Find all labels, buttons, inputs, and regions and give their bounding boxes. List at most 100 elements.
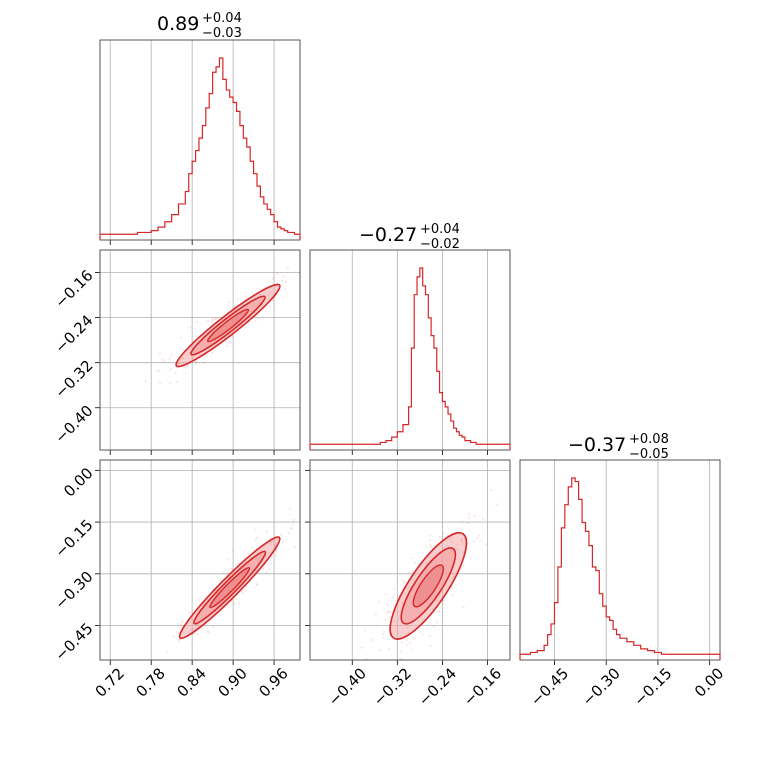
scatter-point xyxy=(254,528,257,531)
scatter-point xyxy=(213,348,216,351)
scatter-point xyxy=(195,362,198,365)
x-tick-label: −0.15 xyxy=(630,664,675,709)
y-tick-label: −0.16 xyxy=(51,266,96,311)
scatter-point xyxy=(387,617,390,620)
y-tick-label: −0.15 xyxy=(51,516,96,561)
scatter-point xyxy=(244,295,247,298)
scatter-point xyxy=(263,286,267,289)
title-value-2: −0.37 xyxy=(568,434,626,456)
scatter-point xyxy=(383,618,386,622)
scatter-point xyxy=(467,516,470,520)
scatter-point xyxy=(145,380,148,383)
scatter-point xyxy=(241,592,244,595)
scatter-point xyxy=(422,633,425,636)
scatter-point xyxy=(241,590,244,593)
scatter-point xyxy=(184,366,187,369)
scatter-point xyxy=(174,372,177,375)
scatter-point xyxy=(284,288,287,291)
scatter-point xyxy=(391,602,394,605)
scatter-density-group xyxy=(165,507,296,653)
scatter-point xyxy=(414,561,417,565)
x-tick-label: −0.30 xyxy=(579,664,624,709)
scatter-point xyxy=(495,503,498,506)
scatter-point xyxy=(419,630,422,634)
x-tick-label: 0.90 xyxy=(214,664,250,700)
scatter-point xyxy=(238,601,241,605)
hist-step-series xyxy=(519,477,721,660)
x-tick-label: 0.96 xyxy=(255,664,291,700)
x-tick-label: −0.16 xyxy=(460,664,505,709)
x-tick-label: 0.84 xyxy=(173,664,209,700)
scatter-point xyxy=(289,527,292,530)
scatter-point xyxy=(212,318,215,321)
scatter-point xyxy=(276,272,279,275)
scatter-point xyxy=(291,527,294,530)
scatter-point xyxy=(429,545,432,549)
scatter-point xyxy=(438,535,441,538)
scatter-point xyxy=(163,360,166,363)
scatter-point xyxy=(383,630,386,633)
scatter-point xyxy=(438,610,441,613)
scatter-point xyxy=(188,326,191,329)
scatter-point xyxy=(433,625,436,628)
scatter-point xyxy=(194,360,197,363)
scatter-point xyxy=(292,518,295,522)
y-tick-label: −0.45 xyxy=(51,619,96,664)
scatter-point xyxy=(469,556,472,559)
scatter-point xyxy=(405,643,409,646)
scatter-point xyxy=(411,570,414,573)
scatter-point xyxy=(271,277,274,280)
scatter-point xyxy=(214,317,217,320)
scatter-point xyxy=(172,635,175,639)
scatter-point xyxy=(170,354,173,357)
panel-frame xyxy=(99,39,301,241)
scatter-point xyxy=(408,571,411,574)
scatter-point xyxy=(214,317,218,320)
scatter-point xyxy=(180,620,184,623)
scatter-point xyxy=(231,335,234,338)
scatter-point xyxy=(386,603,389,607)
scatter-point xyxy=(490,489,493,492)
panel-frame xyxy=(99,459,301,661)
x-tick-labels-param-1: −0.40 −0.32 −0.24 −0.16 xyxy=(325,664,505,709)
hist-step-series xyxy=(309,267,511,450)
scatter-point xyxy=(168,381,171,384)
scatter-point xyxy=(185,371,188,374)
scatter-density-group xyxy=(145,266,305,384)
scatter-point xyxy=(393,587,396,590)
scatter-point xyxy=(303,269,305,271)
scatter-point xyxy=(472,540,475,543)
scatter-point xyxy=(225,573,228,576)
y-tick-label: −0.40 xyxy=(51,402,96,447)
scatter-point xyxy=(382,636,385,639)
scatter-point xyxy=(387,609,390,613)
scatter-point xyxy=(203,361,206,364)
scatter-point xyxy=(374,613,377,616)
scatter-point xyxy=(235,597,238,601)
scatter-point xyxy=(179,336,182,339)
scatter-point xyxy=(442,599,445,602)
scatter-point xyxy=(460,568,463,571)
scatter-point xyxy=(425,545,428,549)
scatter-point xyxy=(264,309,267,313)
scatter-point xyxy=(473,515,476,518)
title-param-2: −0.37 +0.08 −0.05 xyxy=(568,432,669,462)
x-tick-label: 0.78 xyxy=(133,664,169,700)
y-tick-labels-param-1: −0.40−0.32−0.24−0.16 xyxy=(51,266,96,446)
scatter-point xyxy=(211,351,214,354)
scatter-point xyxy=(222,571,225,574)
y-tick-label: −0.24 xyxy=(51,311,96,356)
title-minus-0: −0.03 xyxy=(202,26,242,41)
hist-panel-param-2 xyxy=(519,459,721,665)
hist-panel-param-0 xyxy=(99,39,301,245)
scatter-point xyxy=(244,589,247,592)
scatter-point xyxy=(479,539,482,542)
scatter-point xyxy=(384,593,387,596)
title-plus-0: +0.04 xyxy=(202,11,242,26)
scatter-point xyxy=(429,544,432,547)
x-tick-label: 0.72 xyxy=(92,664,128,700)
scatter-point xyxy=(298,271,300,274)
scatter-point xyxy=(198,597,201,600)
scatter-point xyxy=(165,650,168,653)
scatter-point xyxy=(159,381,162,384)
